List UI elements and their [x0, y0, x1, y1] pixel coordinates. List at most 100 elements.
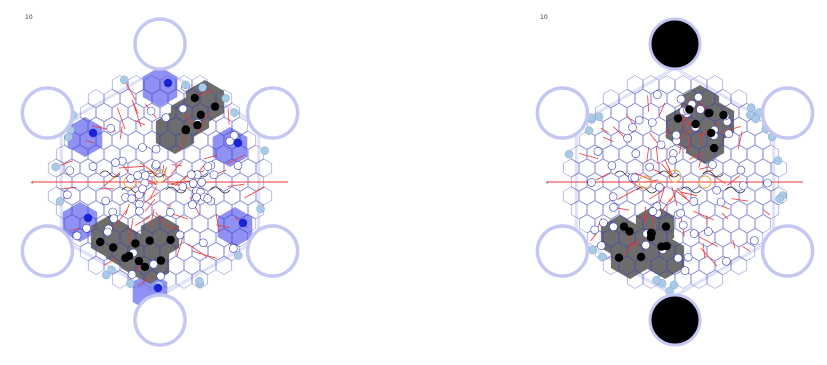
lattice-cell: [634, 200, 652, 220]
white-dot: [175, 230, 185, 240]
lattice-cell: [674, 242, 692, 261]
lattice-cell: [223, 242, 241, 261]
lattice-cell: [674, 75, 692, 94]
lattice-cell: [698, 117, 716, 136]
blue-tile: [67, 117, 103, 157]
white-dot: [648, 207, 658, 216]
red-line: [698, 236, 718, 247]
orange-ring: [638, 175, 652, 189]
black-dot: [719, 110, 728, 120]
black-dot: [131, 239, 140, 248]
red-line: [661, 163, 674, 178]
lattice-cell: [135, 117, 153, 136]
lattice-cell: [159, 75, 177, 94]
black-dot: [166, 235, 175, 245]
lattice-cell: [175, 75, 193, 94]
lattice-cell: [770, 186, 788, 206]
gray-tile: [90, 215, 130, 259]
lattice-cell: [666, 228, 684, 247]
lattice-cell: [191, 130, 209, 150]
outer-ring: [760, 224, 815, 278]
red-line: [579, 153, 599, 160]
white-dot: [736, 165, 746, 175]
lattice-cell: [738, 214, 756, 234]
white-dot: [680, 266, 690, 275]
red-line: [125, 204, 130, 216]
lattice-cell: [71, 228, 89, 247]
lattice-cell: [746, 200, 764, 220]
red-line: [197, 111, 210, 134]
lattice-cell: [71, 172, 89, 192]
red-line: [732, 239, 736, 249]
white-dot: [106, 124, 115, 133]
red-line: [600, 127, 609, 134]
lattice-cell: [71, 200, 89, 220]
panel-corner-label: 10: [540, 14, 548, 21]
black-dot: [156, 256, 166, 265]
red-line: [658, 102, 666, 117]
panel-corner-label: 10: [25, 14, 33, 21]
white-dot: [724, 129, 734, 139]
black-dot: [190, 93, 199, 103]
white-dot: [127, 270, 137, 279]
lattice-cell: [175, 130, 193, 150]
blue-dot: [153, 283, 163, 293]
red-line: [86, 140, 95, 144]
lattice-cell: [199, 200, 217, 220]
red-line: [693, 210, 714, 221]
lattice-cell: [594, 103, 612, 122]
white-dot: [607, 161, 617, 170]
lattice-cell: [618, 89, 636, 108]
blue-dot: [233, 138, 243, 148]
lattice-cell: [199, 89, 217, 108]
lightblue-dot: [256, 204, 265, 214]
white-dot: [631, 149, 641, 158]
outer-ring: [20, 224, 75, 278]
red-line: [763, 209, 771, 216]
white-dot: [229, 244, 238, 253]
red-line: [720, 126, 741, 133]
blue-tile: [217, 207, 253, 247]
lattice-cell: [706, 103, 724, 122]
blue-dot: [163, 78, 173, 88]
red-line: [617, 188, 638, 200]
white-dot: [647, 118, 657, 127]
red-line: [630, 181, 644, 190]
white-dot: [233, 161, 243, 170]
red-line: [128, 218, 134, 244]
lattice-cell: [87, 144, 105, 164]
lattice-cell: [55, 144, 73, 164]
red-line: [227, 183, 245, 187]
lattice-cell: [239, 130, 257, 150]
white-dot: [655, 182, 664, 192]
black-dot: [657, 242, 666, 251]
black-path: [724, 186, 746, 194]
white-dot: [156, 271, 165, 281]
lattice-cell: [79, 186, 97, 206]
white-dot: [645, 162, 654, 172]
white-dot: [161, 113, 171, 122]
lattice-cell: [223, 214, 241, 234]
white-dot: [146, 106, 156, 116]
black-dot: [636, 252, 646, 262]
black-dot: [210, 102, 220, 111]
axis-edge-label: +: [545, 180, 549, 186]
white-dot: [704, 227, 713, 236]
lattice-cell: [706, 242, 724, 261]
white-dot: [609, 222, 618, 232]
lightblue-dot: [181, 80, 190, 90]
lattice-cell: [135, 228, 153, 247]
red-line: [119, 126, 123, 140]
white-dot: [82, 224, 91, 233]
lattice-cell: [658, 103, 676, 122]
lattice-cell: [562, 186, 580, 206]
lattice-cell: [207, 103, 225, 122]
white-dot: [188, 200, 197, 209]
red-line: [624, 239, 640, 256]
lattice-cell: [207, 130, 225, 150]
lattice-cell: [730, 172, 748, 192]
lattice-cell: [762, 144, 780, 164]
lightblue-dot: [598, 252, 607, 262]
lattice-cell: [135, 144, 153, 164]
lattice-cell: [594, 130, 612, 150]
